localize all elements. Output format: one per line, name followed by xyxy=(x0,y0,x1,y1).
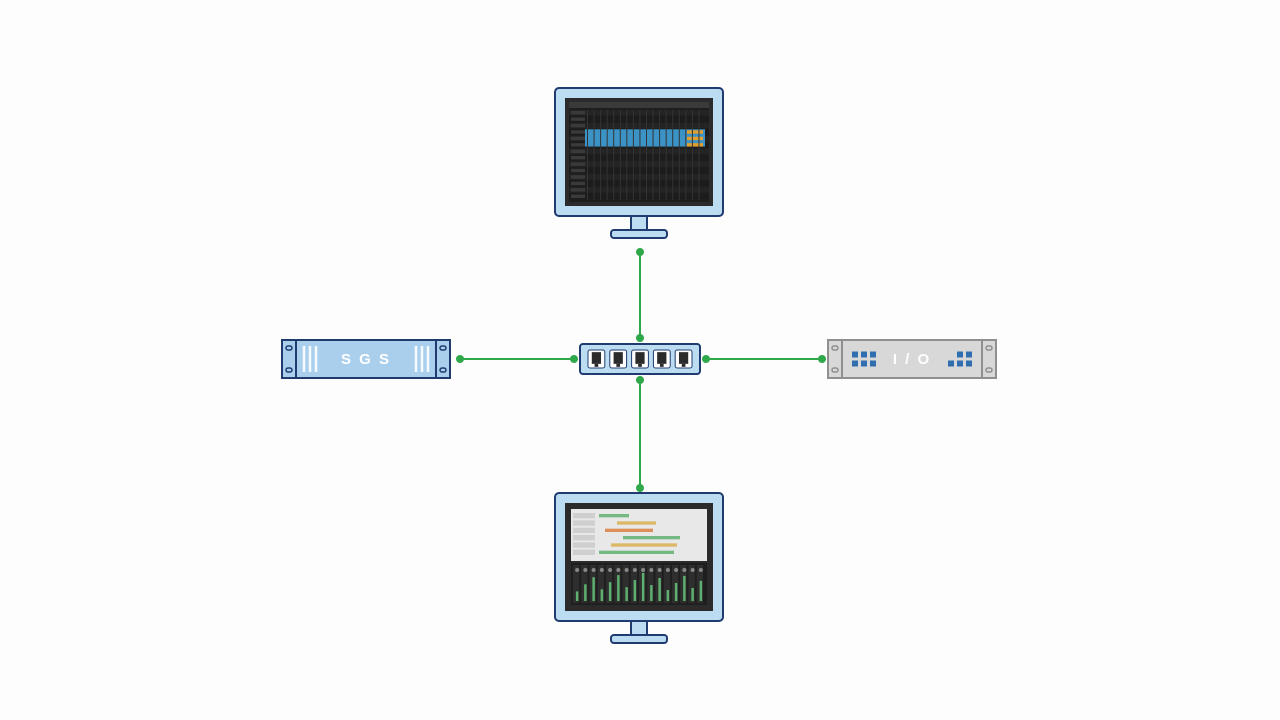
wire-endpoint xyxy=(636,484,644,492)
monitor-top xyxy=(555,88,723,238)
monitor-bottom xyxy=(555,493,723,643)
wire-endpoint xyxy=(570,355,578,363)
wire-endpoint xyxy=(636,376,644,384)
io-label: I / O xyxy=(893,351,931,368)
wire-endpoint xyxy=(636,248,644,256)
wire-endpoint xyxy=(456,355,464,363)
io-unit: I / O xyxy=(828,340,996,378)
wire-endpoint xyxy=(702,355,710,363)
network-switch xyxy=(580,344,700,374)
wire-endpoint xyxy=(818,355,826,363)
sgs-unit: S G S xyxy=(282,340,450,378)
wire-endpoint xyxy=(636,334,644,342)
sgs-label: S G S xyxy=(341,351,391,368)
